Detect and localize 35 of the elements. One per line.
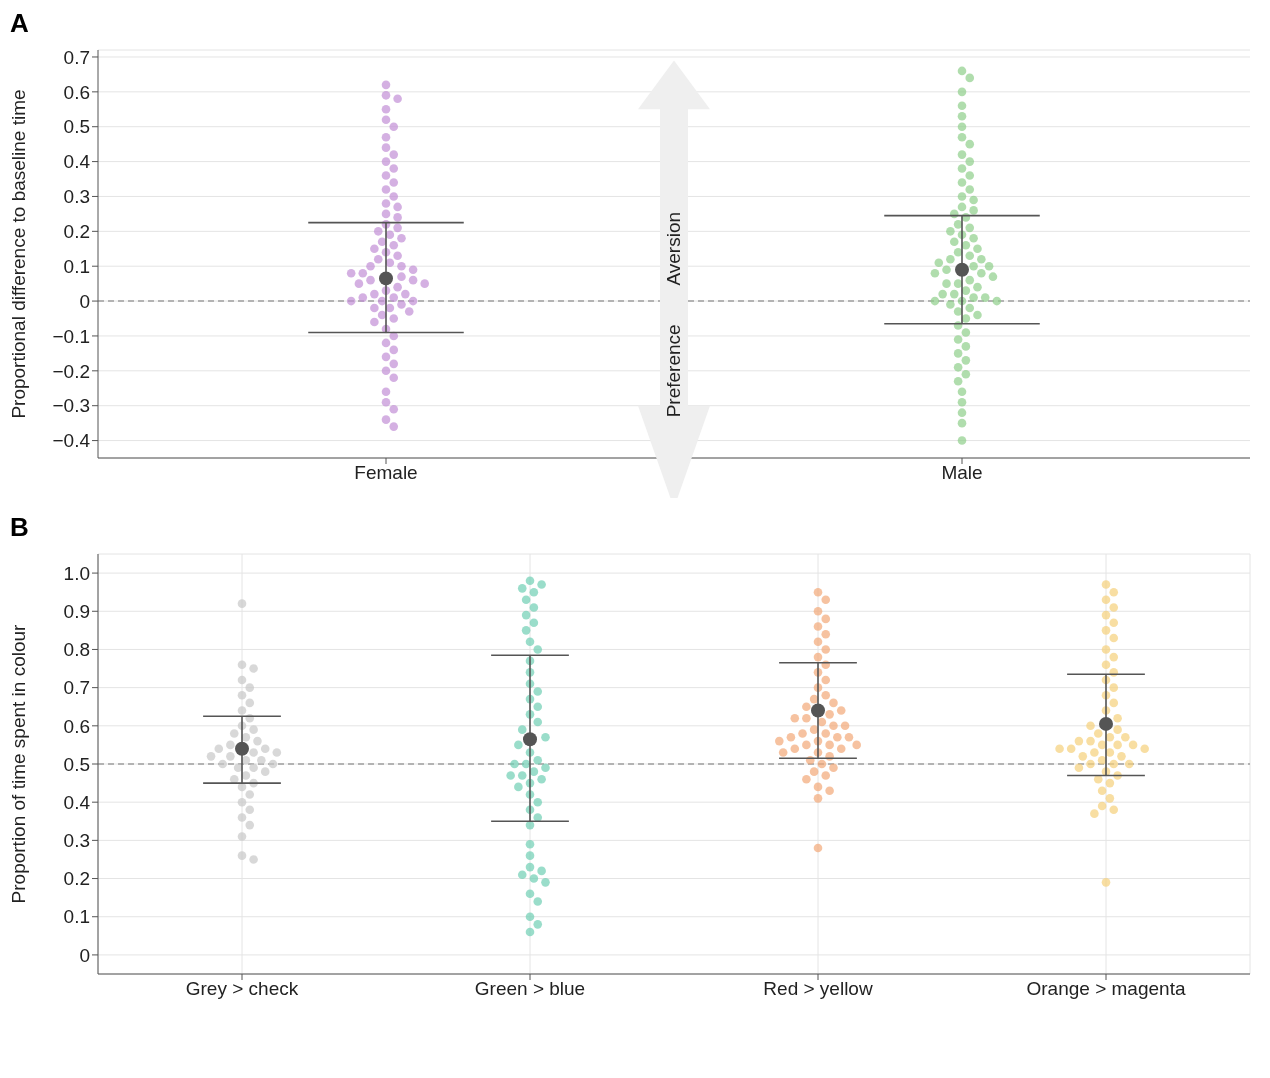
y-tick-label: 0.6 — [63, 81, 90, 103]
x-tick-label: Red > yellow — [763, 978, 873, 1000]
y-tick-label: 0.1 — [63, 255, 90, 277]
y-tick-label: 0.4 — [63, 151, 91, 173]
x-tick-label: Female — [354, 462, 418, 484]
y-tick-label: 0 — [79, 290, 90, 312]
annotation: Aversion — [663, 211, 685, 286]
y-tick-label: 0.6 — [63, 715, 90, 737]
x-tick-label: Orange > magenta — [1026, 978, 1186, 1000]
y-tick-label: 0.3 — [63, 830, 90, 852]
x-tick-label: Green > blue — [474, 978, 586, 1000]
y-axis-title: Proportional difference to baseline time — [7, 89, 29, 419]
y-tick-label: 0.5 — [63, 116, 90, 138]
x-tick-label: Male — [941, 462, 983, 484]
y-tick-label: 0.2 — [63, 221, 90, 243]
y-tick-label: −0.3 — [52, 395, 90, 417]
y-tick-label: 1.0 — [63, 562, 90, 584]
y-tick-label: 0.2 — [63, 868, 90, 890]
y-tick-label: 0.7 — [63, 677, 90, 699]
y-tick-label: −0.1 — [52, 325, 90, 347]
y-axis-title: Proportion of time spent in colour — [7, 623, 29, 904]
y-tick-label: −0.4 — [52, 430, 91, 452]
chart-title: A — [9, 8, 30, 40]
y-tick-label: 0.5 — [63, 753, 90, 775]
chart-title: B — [9, 512, 30, 544]
x-tick-label: Grey > check — [185, 978, 299, 1000]
y-tick-label: 0.7 — [63, 46, 90, 68]
y-tick-label: 0.4 — [63, 791, 91, 813]
y-tick-label: 0.1 — [63, 906, 90, 928]
y-tick-label: 0.8 — [63, 639, 90, 661]
annotation: Preference — [663, 324, 685, 418]
y-tick-label: 0.9 — [63, 601, 90, 623]
y-tick-label: 0 — [79, 944, 90, 966]
y-tick-label: 0.3 — [63, 186, 90, 208]
y-tick-label: −0.2 — [52, 360, 90, 382]
